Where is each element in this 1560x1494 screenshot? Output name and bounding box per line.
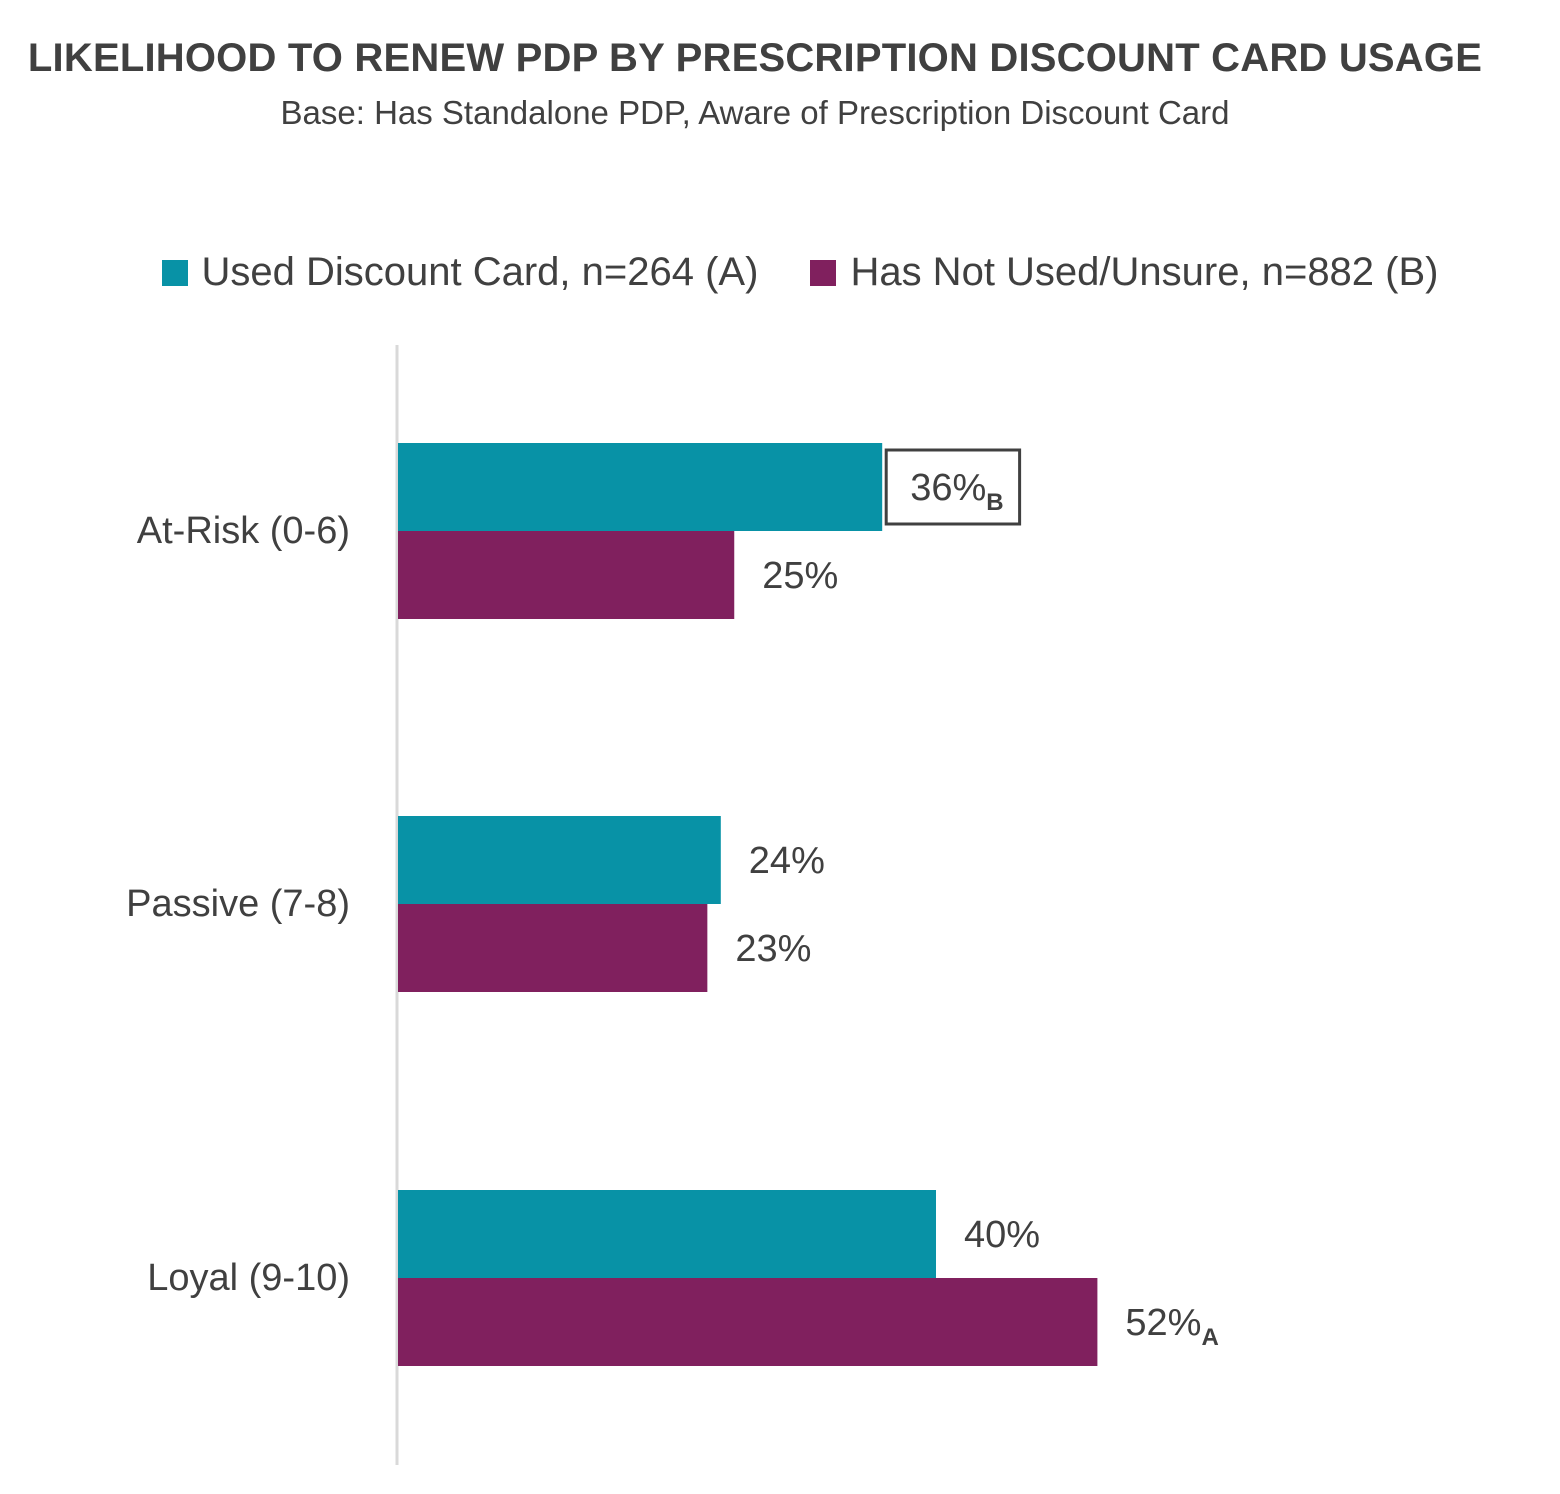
chart-title: LIKELIHOOD TO RENEW PDP BY PRESCRIPTION … bbox=[27, 36, 1483, 80]
bar bbox=[398, 443, 883, 531]
data-label: 36%B bbox=[910, 467, 1003, 516]
data-label: 23% bbox=[735, 928, 811, 970]
bar bbox=[398, 531, 735, 619]
data-label: 40% bbox=[964, 1214, 1040, 1256]
chart-subtitle: Base: Has Standalone PDP, Aware of Presc… bbox=[280, 94, 1230, 131]
data-label: 24% bbox=[749, 840, 825, 882]
significance-letter: B bbox=[986, 489, 1003, 516]
data-label: 52%A bbox=[1125, 1302, 1218, 1351]
category-label: Passive (7-8) bbox=[126, 883, 350, 925]
legend-item-series-a: Used Discount Card, n=264 (A) bbox=[161, 250, 759, 295]
bar bbox=[398, 1190, 936, 1278]
legend-swatch-series-a bbox=[161, 259, 188, 286]
legend-label-series-b: Has Not Used/Unsure, n=882 (B) bbox=[850, 250, 1439, 294]
category-label: At-Risk (0-6) bbox=[137, 510, 350, 552]
bar bbox=[398, 1278, 1098, 1366]
legend-swatch-series-b bbox=[810, 259, 837, 286]
data-label: 25% bbox=[762, 555, 838, 597]
significance-highlight-box bbox=[884, 448, 1022, 526]
legend-item-series-b: Has Not Used/Unsure, n=882 (B) bbox=[810, 250, 1438, 295]
legend-label-series-a: Used Discount Card, n=264 (A) bbox=[201, 250, 759, 294]
category-label: Loyal (9-10) bbox=[147, 1257, 350, 1299]
significance-letter: A bbox=[1201, 1324, 1218, 1351]
bar bbox=[398, 904, 708, 992]
bar bbox=[398, 816, 721, 904]
chart-legend: Used Discount Card, n=264 (A) Has Not Us… bbox=[0, 250, 1560, 295]
